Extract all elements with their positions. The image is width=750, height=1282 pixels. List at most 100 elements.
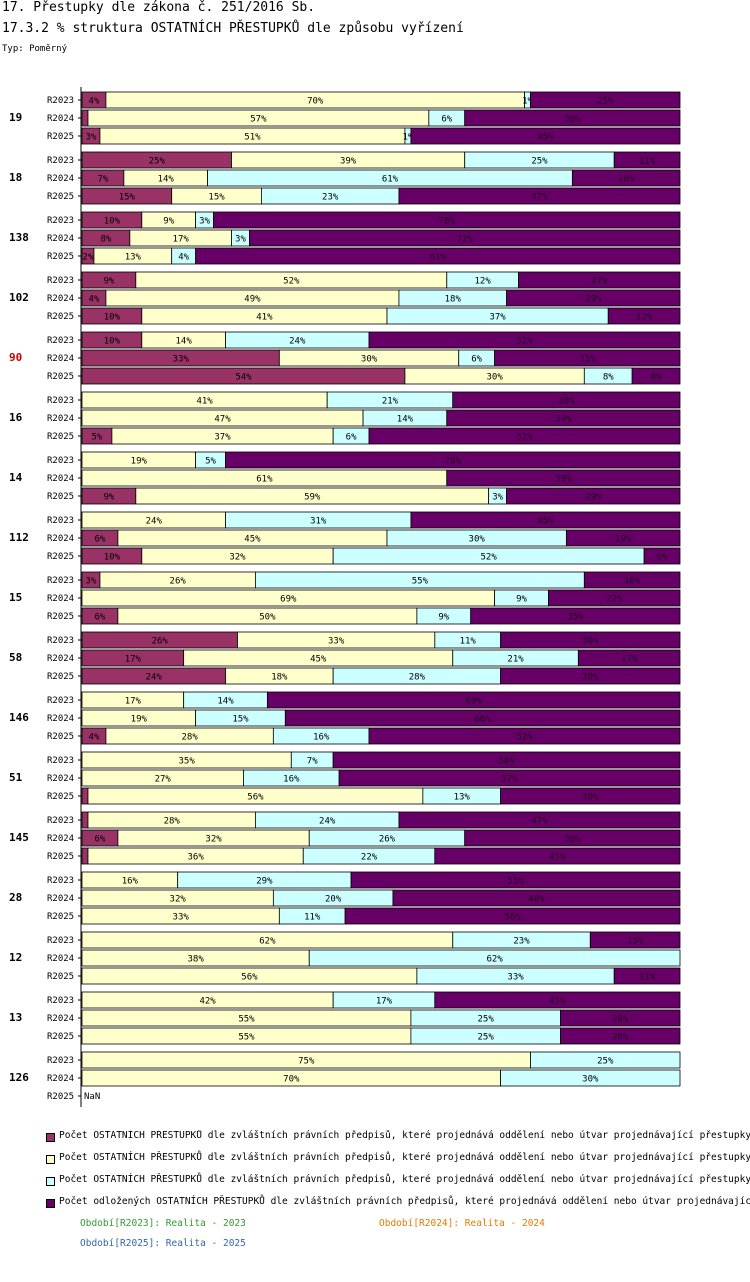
data-label: 6% bbox=[657, 553, 668, 563]
period-tick-label: R2025 bbox=[47, 912, 74, 922]
period-tick-label: R2025 bbox=[47, 792, 74, 802]
bar-segment bbox=[506, 487, 681, 505]
bar-segment bbox=[470, 607, 681, 625]
group-label: 14 bbox=[9, 471, 23, 484]
data-label: 62% bbox=[486, 955, 503, 965]
data-label: 2% bbox=[83, 253, 94, 263]
data-label: 23% bbox=[322, 193, 339, 203]
bar-segment bbox=[368, 727, 681, 745]
period-label-2023: Období[R2023]: Realita - 2023 bbox=[80, 1218, 246, 1229]
period-tick-label: R2025 bbox=[47, 492, 74, 502]
data-label: 61% bbox=[256, 475, 273, 485]
data-label: 20% bbox=[612, 1015, 629, 1025]
stacked-bar-chart: 19 R2023 4% 70% 1% 25% R2024 57% 6% 36% R2025 3% 51%… bbox=[9, 87, 681, 1107]
bar-segment bbox=[338, 769, 681, 787]
data-label: 23% bbox=[513, 937, 530, 947]
period-tick-label: R2023 bbox=[47, 996, 74, 1006]
bar-segment bbox=[446, 409, 681, 427]
data-label: 3% bbox=[86, 577, 97, 587]
data-label: 38% bbox=[558, 397, 575, 407]
period-label-2024: Období[R2024]: Realita - 2024 bbox=[379, 1218, 545, 1229]
data-label: 16% bbox=[624, 577, 641, 587]
data-label: 25% bbox=[478, 1033, 495, 1043]
bar-segment bbox=[350, 871, 681, 889]
period-tick-label: R2023 bbox=[47, 336, 74, 346]
period-tick-label: R2024 bbox=[47, 654, 74, 664]
period-tick-label: R2025 bbox=[47, 132, 74, 142]
data-label: 47% bbox=[531, 817, 548, 827]
data-label: 70% bbox=[307, 97, 324, 107]
data-label: 15% bbox=[627, 937, 644, 947]
bar-segment bbox=[494, 349, 681, 367]
data-label: 33% bbox=[507, 973, 524, 983]
data-label: 49% bbox=[244, 295, 261, 305]
period-tick-label: R2024 bbox=[47, 354, 74, 364]
data-label: 20% bbox=[325, 895, 342, 905]
data-label: 39% bbox=[555, 415, 572, 425]
data-label: 52% bbox=[283, 277, 300, 287]
data-label: 37% bbox=[489, 313, 506, 323]
data-label: 41% bbox=[256, 313, 273, 323]
legend-swatch bbox=[46, 1177, 55, 1186]
group-label: 138 bbox=[9, 231, 29, 244]
data-label: 30% bbox=[486, 373, 503, 383]
data-label: 58% bbox=[498, 757, 515, 767]
bar-segment bbox=[643, 547, 681, 565]
data-label: 55% bbox=[238, 1015, 255, 1025]
legend-item: Počet OSTATNÍCH PŘESTUPKŮ dle zvláštních… bbox=[46, 1174, 750, 1196]
period-tick-label: R2024 bbox=[47, 1074, 74, 1084]
data-label: 9% bbox=[516, 595, 527, 605]
group-label: 126 bbox=[9, 1071, 29, 1084]
data-label: 30% bbox=[361, 355, 378, 365]
data-label: 28% bbox=[182, 733, 199, 743]
legend-swatch bbox=[46, 1155, 55, 1164]
data-label: 30% bbox=[469, 535, 486, 545]
group-label: 145 bbox=[9, 831, 29, 844]
bar-segment bbox=[464, 109, 681, 127]
bar-segment bbox=[571, 169, 681, 187]
legend-label: Počet OSTATNÍCH PŘESTUPKŮ dle zvláštních… bbox=[59, 1174, 750, 1185]
data-label: 15% bbox=[208, 193, 225, 203]
legend-item: Počet OSTATNÍCH PŘESTUPKŮ dle zvláštních… bbox=[46, 1152, 750, 1174]
bar-segment bbox=[266, 691, 681, 709]
data-label: 50% bbox=[259, 613, 276, 623]
data-label: 17% bbox=[125, 655, 142, 665]
period-tick-label: R2025 bbox=[47, 552, 74, 562]
data-label: 14% bbox=[397, 415, 414, 425]
period-tick-label: R2024 bbox=[47, 234, 74, 244]
bar-segment bbox=[530, 91, 681, 109]
data-label: 24% bbox=[146, 517, 163, 527]
group-label: 90 bbox=[9, 351, 22, 364]
data-label: 27% bbox=[155, 775, 172, 785]
data-label: 15% bbox=[119, 193, 136, 203]
data-label: 72% bbox=[457, 235, 474, 245]
chart-type-label: Typ: Poměrný bbox=[2, 44, 68, 54]
data-label: 22% bbox=[361, 853, 378, 863]
bar-segment bbox=[500, 1069, 681, 1087]
data-label: 24% bbox=[289, 337, 306, 347]
data-label: 29% bbox=[585, 493, 602, 503]
data-label: 13% bbox=[454, 793, 471, 803]
data-label: 19% bbox=[615, 535, 632, 545]
data-label: 37% bbox=[214, 433, 231, 443]
data-label: 27% bbox=[591, 277, 608, 287]
bar-segment bbox=[225, 451, 681, 469]
data-label: 35% bbox=[179, 757, 196, 767]
group-label: 15 bbox=[9, 591, 22, 604]
data-label: 18% bbox=[271, 673, 288, 683]
period-tick-label: R2024 bbox=[47, 114, 74, 124]
data-label: 22% bbox=[606, 595, 623, 605]
period-tick-label: R2025 bbox=[47, 372, 74, 382]
data-label: 4% bbox=[89, 97, 100, 107]
data-label: 55% bbox=[412, 577, 429, 587]
group-label: 51 bbox=[9, 771, 23, 784]
bar-segment bbox=[81, 109, 89, 127]
bar-segment bbox=[249, 229, 681, 247]
bar-segment bbox=[631, 367, 681, 385]
bar-segment bbox=[613, 967, 681, 985]
data-label: 20% bbox=[612, 1033, 629, 1043]
data-label: 18% bbox=[445, 295, 462, 305]
period-tick-label: R2024 bbox=[47, 414, 74, 424]
data-label: 45% bbox=[310, 655, 327, 665]
data-label: 81% bbox=[430, 253, 447, 263]
